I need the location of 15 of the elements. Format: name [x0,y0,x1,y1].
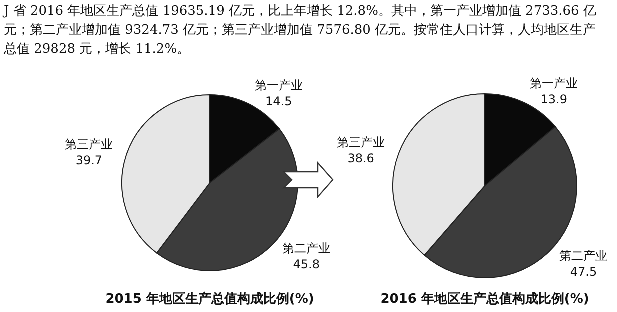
slice-label: 第三产业 [65,138,114,152]
data-label: 14.5 [266,94,292,108]
slice-label: 第一产业 [530,76,578,90]
text: 2015 年地区生产总值构成比例(%) [106,291,314,307]
data-label: 39.7 [76,154,103,168]
text: J 省 2016 年地区生产总值 19635.19 亿元，比上年增长 12.8%。其中，第一产业增加值 2733.66 亿元；第二产业增加值 9324.73 亿元；第三产业增加值 7576.80 亿元。按常住人口计算，人均地区生产总值 29828 元，增长 11.2%。 [4,4,596,57]
slice-label: 第三产业 [337,136,386,150]
data-label: 13.9 [540,92,568,106]
data-label: 38.6 [348,152,374,166]
slice-label: 第一产业 [254,78,303,92]
slice-label: 第二产业 [282,242,331,256]
data-label: 47.5 [570,265,598,280]
slice-label: 第二产业 [560,249,608,264]
text: 2016 年地区生产总值构成比例(%) [380,291,590,307]
data-label: 45.8 [293,258,320,272]
